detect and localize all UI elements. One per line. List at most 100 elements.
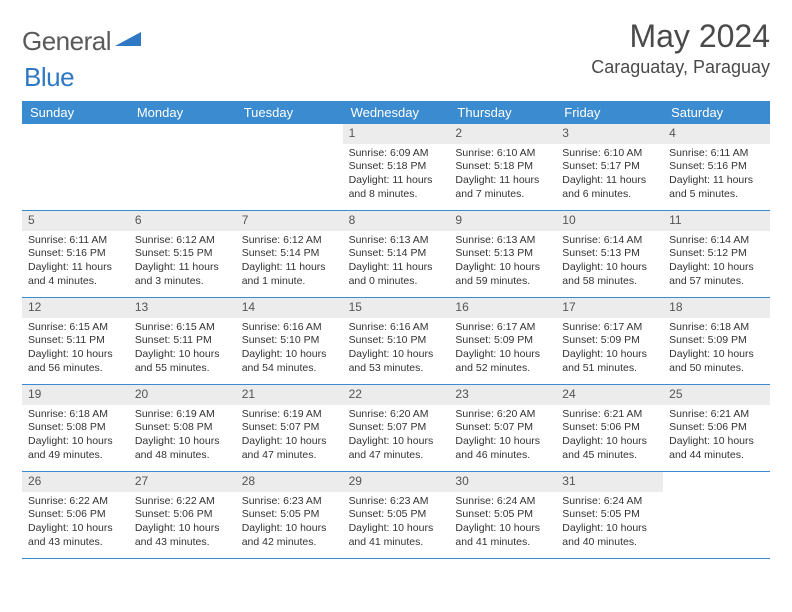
day-number: 10 <box>556 211 663 231</box>
weeks-container: 1 Sunrise: 6:09 AMSunset: 5:18 PMDaylight… <box>22 124 770 559</box>
day-number: 22 <box>343 385 450 405</box>
day-details: Sunrise: 6:24 AMSunset: 5:05 PMDaylight:… <box>455 495 550 550</box>
day-cell: 21 Sunrise: 6:19 AMSunset: 5:07 PMDayligh… <box>236 385 343 471</box>
day-cell: 7Sunrise: 6:12 AMSunset: 5:14 PMDaylight… <box>236 211 343 297</box>
dow-cell: Sunday <box>22 101 129 124</box>
week-row: 12 Sunrise: 6:15 AMSunset: 5:11 PMDayligh… <box>22 298 770 385</box>
day-number: 1 <box>343 124 450 144</box>
day-number: 31 <box>556 472 663 492</box>
day-number: 2 <box>449 124 556 144</box>
day-cell: 13 Sunrise: 6:15 AMSunset: 5:11 PMDayligh… <box>129 298 236 384</box>
day-details: Sunrise: 6:18 AMSunset: 5:09 PMDaylight:… <box>669 321 764 376</box>
day-number: 15 <box>343 298 450 318</box>
day-details: Sunrise: 6:15 AMSunset: 5:11 PMDaylight:… <box>135 321 230 376</box>
day-cell <box>129 124 236 210</box>
day-cell: 14Sunrise: 6:16 AMSunset: 5:10 PMDayligh… <box>236 298 343 384</box>
day-details: Sunrise: 6:11 AMSunset: 5:16 PMDaylight:… <box>28 234 123 289</box>
day-number: 13 <box>129 298 236 318</box>
day-cell: 27Sunrise: 6:22 AMSunset: 5:06 PMDayligh… <box>129 472 236 558</box>
day-number: 23 <box>449 385 556 405</box>
day-number: 28 <box>236 472 343 492</box>
day-cell: 18 Sunrise: 6:18 AMSunset: 5:09 PMDayligh… <box>663 298 770 384</box>
day-details: Sunrise: 6:19 AMSunset: 5:07 PMDaylight:… <box>242 408 337 463</box>
logo-text-general: General <box>22 26 111 57</box>
day-cell: 17 Sunrise: 6:17 AMSunset: 5:09 PMDayligh… <box>556 298 663 384</box>
day-cell: 22 Sunrise: 6:20 AMSunset: 5:07 PMDayligh… <box>343 385 450 471</box>
dow-row: SundayMondayTuesdayWednesdayThursdayFrid… <box>22 101 770 124</box>
week-row: 26 Sunrise: 6:22 AMSunset: 5:06 PMDayligh… <box>22 472 770 559</box>
day-details: Sunrise: 6:15 AMSunset: 5:11 PMDaylight:… <box>28 321 123 376</box>
day-details: Sunrise: 6:23 AMSunset: 5:05 PMDaylight:… <box>242 495 337 550</box>
month-title: May 2024 <box>591 18 770 55</box>
day-cell: 8 Sunrise: 6:13 AMSunset: 5:14 PMDaylight… <box>343 211 450 297</box>
day-cell: 23 Sunrise: 6:20 AMSunset: 5:07 PMDayligh… <box>449 385 556 471</box>
logo-triangle-icon <box>115 30 141 53</box>
day-cell: 1 Sunrise: 6:09 AMSunset: 5:18 PMDaylight… <box>343 124 450 210</box>
day-details: Sunrise: 6:13 AMSunset: 5:13 PMDaylight:… <box>455 234 550 289</box>
day-cell <box>22 124 129 210</box>
day-number: 17 <box>556 298 663 318</box>
day-details: Sunrise: 6:17 AMSunset: 5:09 PMDaylight:… <box>562 321 657 376</box>
day-details: Sunrise: 6:19 AMSunset: 5:08 PMDaylight:… <box>135 408 230 463</box>
day-number: 21 <box>236 385 343 405</box>
day-cell: 4Sunrise: 6:11 AMSunset: 5:16 PMDaylight… <box>663 124 770 210</box>
day-cell <box>236 124 343 210</box>
week-row: 19Sunrise: 6:18 AMSunset: 5:08 PMDayligh… <box>22 385 770 472</box>
logo: General <box>22 26 143 57</box>
dow-cell: Monday <box>129 101 236 124</box>
day-details: Sunrise: 6:14 AMSunset: 5:13 PMDaylight:… <box>562 234 657 289</box>
day-cell: 11 Sunrise: 6:14 AMSunset: 5:12 PMDayligh… <box>663 211 770 297</box>
day-cell: 3 Sunrise: 6:10 AMSunset: 5:17 PMDaylight… <box>556 124 663 210</box>
day-number: 29 <box>343 472 450 492</box>
day-details: Sunrise: 6:22 AMSunset: 5:06 PMDaylight:… <box>135 495 230 550</box>
day-cell: 19Sunrise: 6:18 AMSunset: 5:08 PMDayligh… <box>22 385 129 471</box>
day-details: Sunrise: 6:16 AMSunset: 5:10 PMDaylight:… <box>242 321 337 376</box>
dow-cell: Thursday <box>449 101 556 124</box>
day-cell: 16 Sunrise: 6:17 AMSunset: 5:09 PMDayligh… <box>449 298 556 384</box>
day-details: Sunrise: 6:20 AMSunset: 5:07 PMDaylight:… <box>349 408 444 463</box>
day-details: Sunrise: 6:17 AMSunset: 5:09 PMDaylight:… <box>455 321 550 376</box>
day-details: Sunrise: 6:10 AMSunset: 5:18 PMDaylight:… <box>455 147 550 202</box>
day-cell: 29 Sunrise: 6:23 AMSunset: 5:05 PMDayligh… <box>343 472 450 558</box>
day-cell: 24Sunrise: 6:21 AMSunset: 5:06 PMDayligh… <box>556 385 663 471</box>
day-details: Sunrise: 6:14 AMSunset: 5:12 PMDaylight:… <box>669 234 764 289</box>
day-number: 24 <box>556 385 663 405</box>
day-cell: 15Sunrise: 6:16 AMSunset: 5:10 PMDayligh… <box>343 298 450 384</box>
day-number: 11 <box>663 211 770 231</box>
day-number: 25 <box>663 385 770 405</box>
day-details: Sunrise: 6:12 AMSunset: 5:15 PMDaylight:… <box>135 234 230 289</box>
day-cell: 6 Sunrise: 6:12 AMSunset: 5:15 PMDaylight… <box>129 211 236 297</box>
day-cell: 12 Sunrise: 6:15 AMSunset: 5:11 PMDayligh… <box>22 298 129 384</box>
day-cell: 30Sunrise: 6:24 AMSunset: 5:05 PMDayligh… <box>449 472 556 558</box>
dow-cell: Tuesday <box>236 101 343 124</box>
day-cell: 31 Sunrise: 6:24 AMSunset: 5:05 PMDayligh… <box>556 472 663 558</box>
day-cell <box>663 472 770 558</box>
day-details: Sunrise: 6:13 AMSunset: 5:14 PMDaylight:… <box>349 234 444 289</box>
week-row: 5 Sunrise: 6:11 AMSunset: 5:16 PMDaylight… <box>22 211 770 298</box>
day-number: 18 <box>663 298 770 318</box>
day-number: 26 <box>22 472 129 492</box>
day-cell: 5 Sunrise: 6:11 AMSunset: 5:16 PMDaylight… <box>22 211 129 297</box>
day-details: Sunrise: 6:24 AMSunset: 5:05 PMDaylight:… <box>562 495 657 550</box>
day-cell: 28 Sunrise: 6:23 AMSunset: 5:05 PMDayligh… <box>236 472 343 558</box>
dow-cell: Friday <box>556 101 663 124</box>
day-details: Sunrise: 6:22 AMSunset: 5:06 PMDaylight:… <box>28 495 123 550</box>
logo-text-blue: Blue <box>24 62 74 92</box>
day-details: Sunrise: 6:12 AMSunset: 5:14 PMDaylight:… <box>242 234 337 289</box>
day-details: Sunrise: 6:09 AMSunset: 5:18 PMDaylight:… <box>349 147 444 202</box>
day-details: Sunrise: 6:20 AMSunset: 5:07 PMDaylight:… <box>455 408 550 463</box>
day-number: 5 <box>22 211 129 231</box>
day-details: Sunrise: 6:10 AMSunset: 5:17 PMDaylight:… <box>562 147 657 202</box>
day-number: 6 <box>129 211 236 231</box>
day-number: 20 <box>129 385 236 405</box>
day-number: 9 <box>449 211 556 231</box>
day-number: 12 <box>22 298 129 318</box>
calendar: SundayMondayTuesdayWednesdayThursdayFrid… <box>22 101 770 559</box>
day-details: Sunrise: 6:23 AMSunset: 5:05 PMDaylight:… <box>349 495 444 550</box>
day-cell: 2 Sunrise: 6:10 AMSunset: 5:18 PMDaylight… <box>449 124 556 210</box>
day-details: Sunrise: 6:21 AMSunset: 5:06 PMDaylight:… <box>669 408 764 463</box>
day-number: 16 <box>449 298 556 318</box>
day-number: 8 <box>343 211 450 231</box>
day-cell: 10 Sunrise: 6:14 AMSunset: 5:13 PMDayligh… <box>556 211 663 297</box>
day-number: 3 <box>556 124 663 144</box>
